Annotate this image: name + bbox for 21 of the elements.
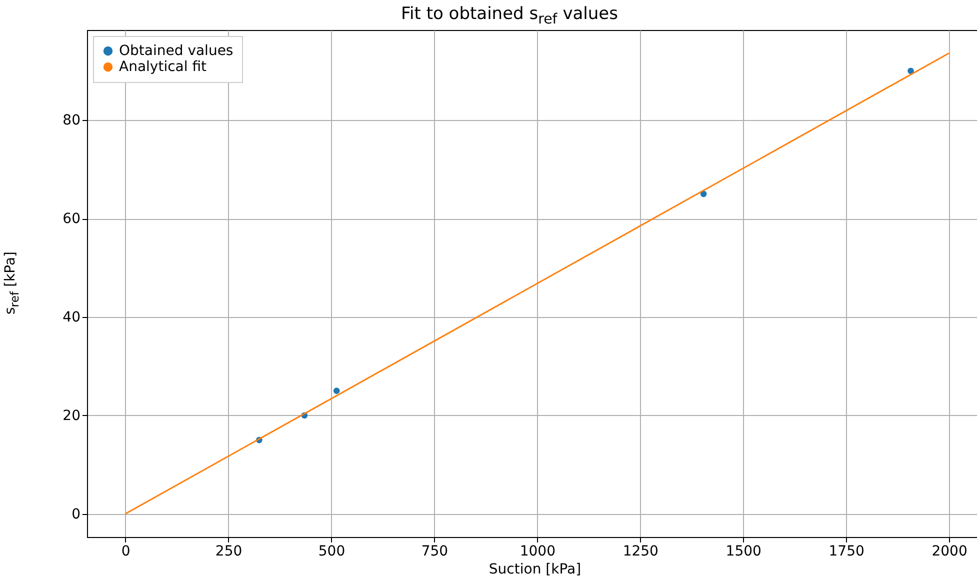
chart-title: Fit to obtained s$_{ref}$ values — [400, 4, 619, 28]
x-tick-label: 1250 — [622, 544, 658, 560]
x-tick-label: 500 — [318, 544, 346, 560]
x-tick-label: 750 — [421, 544, 448, 560]
y-tick-label: 60 — [62, 211, 80, 228]
point — [700, 190, 707, 198]
x-tick-label: 250 — [215, 544, 242, 560]
x-tick-label: 1750 — [828, 544, 864, 560]
y-tick-label: 80 — [62, 112, 80, 129]
x-tick-label: 1000 — [520, 544, 556, 560]
x-tick-label: 2000 — [932, 544, 968, 560]
x-tick-label: 1500 — [726, 544, 762, 560]
point — [333, 388, 340, 394]
y-tick-label: 40 — [62, 309, 80, 326]
y-tick-label: 20 — [62, 408, 80, 424]
point — [908, 68, 914, 74]
x-axis-title: Suction [kPa] — [488, 562, 582, 578]
legend-label: Analytical fit — [119, 59, 208, 75]
y-tick-label: 0 — [72, 506, 80, 522]
legend-label: Obtained values — [119, 43, 234, 59]
x-tick-label: 0 — [121, 544, 130, 560]
